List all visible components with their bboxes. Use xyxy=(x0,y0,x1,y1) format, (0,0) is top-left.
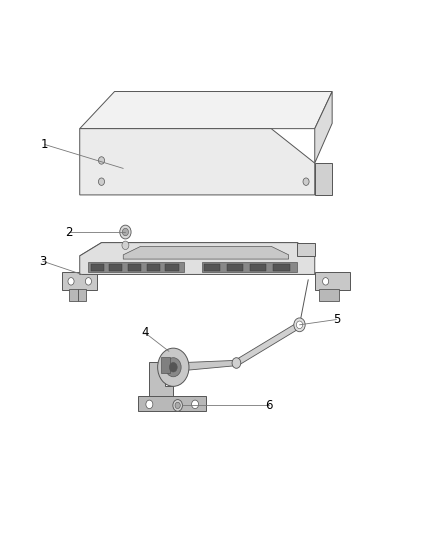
Text: 2: 2 xyxy=(65,225,73,239)
Text: 4: 4 xyxy=(141,326,149,340)
Circle shape xyxy=(99,157,105,164)
Text: 1: 1 xyxy=(41,138,49,151)
Bar xyxy=(166,264,179,271)
Bar xyxy=(250,264,266,271)
Polygon shape xyxy=(235,322,300,366)
Circle shape xyxy=(294,318,305,332)
Circle shape xyxy=(122,228,128,236)
Bar xyxy=(110,264,122,271)
Bar xyxy=(204,264,220,271)
Polygon shape xyxy=(138,397,206,411)
Polygon shape xyxy=(315,163,332,195)
Polygon shape xyxy=(69,289,78,301)
Circle shape xyxy=(120,225,131,239)
Polygon shape xyxy=(315,272,350,290)
Circle shape xyxy=(68,278,74,285)
Polygon shape xyxy=(80,243,315,274)
Polygon shape xyxy=(88,262,184,272)
Polygon shape xyxy=(123,246,289,259)
Polygon shape xyxy=(319,289,339,301)
Circle shape xyxy=(166,358,181,377)
Bar xyxy=(273,264,290,271)
Bar xyxy=(91,264,104,271)
Polygon shape xyxy=(80,128,315,195)
Circle shape xyxy=(170,362,177,372)
Polygon shape xyxy=(78,289,86,301)
Text: 6: 6 xyxy=(265,399,273,412)
Circle shape xyxy=(85,278,92,285)
Polygon shape xyxy=(62,272,97,290)
Circle shape xyxy=(158,348,189,386)
Bar xyxy=(227,264,244,271)
Bar xyxy=(147,264,160,271)
Polygon shape xyxy=(297,243,315,256)
Circle shape xyxy=(191,400,198,409)
Bar xyxy=(128,264,141,271)
Polygon shape xyxy=(315,92,332,163)
Polygon shape xyxy=(80,92,332,128)
Circle shape xyxy=(99,178,105,185)
Circle shape xyxy=(297,321,303,329)
Circle shape xyxy=(122,241,129,249)
Text: 5: 5 xyxy=(333,313,340,326)
Polygon shape xyxy=(161,357,170,373)
Circle shape xyxy=(232,358,241,368)
Polygon shape xyxy=(201,262,297,272)
Circle shape xyxy=(146,400,153,409)
Polygon shape xyxy=(173,360,237,372)
Polygon shape xyxy=(80,243,315,256)
Circle shape xyxy=(303,178,309,185)
Circle shape xyxy=(173,400,183,411)
Circle shape xyxy=(175,402,180,409)
Text: 3: 3 xyxy=(39,255,46,268)
Circle shape xyxy=(322,278,328,285)
Polygon shape xyxy=(149,362,173,399)
